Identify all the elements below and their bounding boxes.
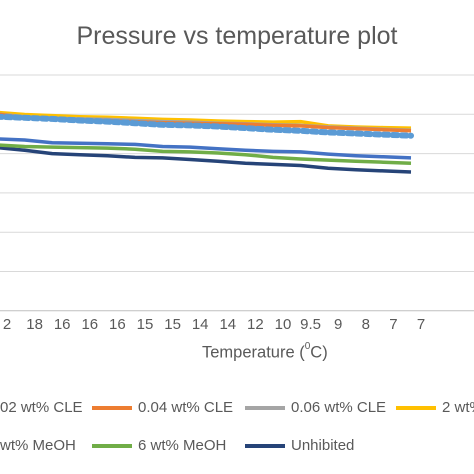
series-line-4-wt-meoh [0, 137, 412, 160]
x-tick-label: 16 [81, 316, 98, 333]
series-line-unhibited [0, 146, 412, 174]
legend-swatch [92, 406, 132, 410]
x-tick-label: 16 [109, 316, 126, 333]
x-tick-label: 14 [192, 316, 209, 333]
x-tick-labels: 2 18 16 16 16 15 15 14 14 12 10 9.5 9 8 7 7 [3, 316, 425, 333]
x-tick-label: 14 [219, 316, 236, 333]
legend-swatch [245, 444, 285, 448]
x-tick-label: 8 [362, 316, 370, 333]
x-tick-label: 9 [334, 316, 342, 333]
legend-label: 0.04 wt% CLE [138, 399, 234, 416]
legend-swatch [245, 406, 285, 410]
legend-label: 0.06 wt% CLE [291, 399, 387, 416]
legend-swatch [92, 444, 132, 448]
legend-swatch [396, 406, 436, 410]
series-lines [0, 110, 414, 174]
x-axis-label: Temperature (0C) [202, 341, 328, 362]
legend-label: wt% MeOH [0, 437, 76, 454]
legend-label: 6 wt% MeOH [138, 437, 227, 454]
legend-label: 2 wt% [442, 399, 474, 416]
x-tick-label: 9.5 [300, 316, 321, 333]
x-tick-label: 15 [137, 316, 154, 333]
x-tick-label: 7 [417, 316, 425, 333]
legend-label: Unhibited [291, 437, 355, 454]
x-tick-label: 18 [26, 316, 43, 333]
x-tick-label: 2 [3, 316, 11, 333]
x-tick-label: 10 [275, 316, 292, 333]
chart-title: Pressure vs temperature plot [76, 22, 398, 50]
gridlines [0, 74, 474, 312]
legend-label: 02 wt% CLE [0, 399, 83, 416]
series-line-6-wt-meoh [0, 143, 412, 166]
series-line-0-02-wt-cle [0, 113, 414, 139]
x-tick-label: 7 [389, 316, 397, 333]
x-tick-label: 16 [54, 316, 71, 333]
x-tick-label: 12 [247, 316, 264, 333]
x-tick-label: 15 [164, 316, 181, 333]
